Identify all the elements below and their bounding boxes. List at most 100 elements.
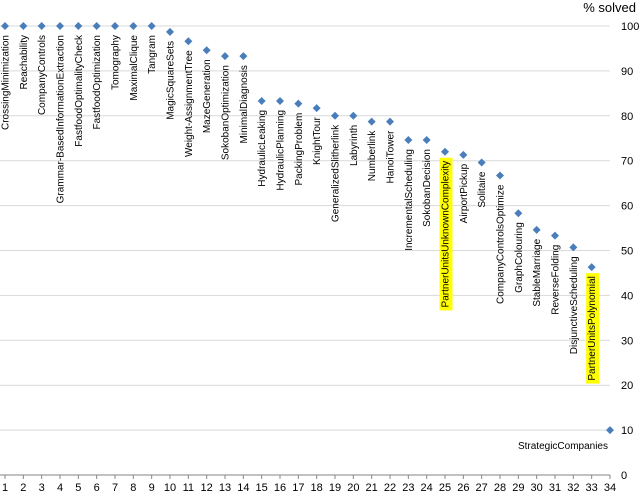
point-label: HydraulicPlanning: [276, 110, 287, 191]
data-point: [37, 22, 46, 30]
y-tick-label: 70: [621, 156, 633, 168]
data-point: [441, 147, 449, 156]
x-tick-label: 3: [39, 482, 45, 494]
data-point: [56, 22, 64, 30]
data-point: [257, 96, 266, 105]
x-tick-label: 31: [549, 482, 561, 494]
x-tick-label: 9: [149, 482, 155, 494]
point-label: MinimalDiagnosis: [239, 65, 250, 143]
label-highlight: [439, 157, 453, 311]
x-tick-label: 29: [512, 482, 524, 494]
data-point: [129, 22, 138, 30]
x-tick-label: 19: [329, 482, 341, 494]
point-label: Numberlink: [367, 130, 378, 182]
data-point: [111, 22, 119, 30]
data-point: [459, 150, 468, 159]
y-axis-ticks: 0 10 20 30 40 50 60 70 80 90 100: [621, 21, 639, 482]
point-label: PackingProblem: [294, 113, 305, 186]
x-tick-label: 21: [366, 482, 378, 494]
point-label: FastfoodOptimalityCheck: [74, 34, 85, 147]
data-point: [74, 22, 83, 30]
point-label: Weight-AssignmentTree: [184, 50, 195, 157]
point-label: Grammar-BasedInformationExtraction: [56, 35, 67, 203]
point-label: ReverseFolding: [551, 245, 562, 315]
x-tick-label: 14: [237, 482, 249, 494]
x-tick-label: 20: [347, 482, 359, 494]
y-tick-label: 50: [621, 246, 633, 258]
point-label: KnightTour: [312, 117, 323, 165]
point-label: SokobanDecision: [422, 149, 433, 227]
y-tick-label: 100: [621, 21, 639, 33]
point-label: Tangram: [147, 35, 158, 74]
x-tick-label: 18: [311, 482, 323, 494]
data-point: [386, 117, 394, 126]
x-tick-label: 28: [494, 482, 506, 494]
x-tick-label: 25: [439, 482, 451, 494]
data-point: [514, 209, 523, 218]
y-tick-label: 20: [621, 380, 633, 392]
point-label: CompanyControlsOptimize: [496, 184, 507, 304]
x-tick-label: 30: [531, 482, 543, 494]
data-point: [587, 263, 596, 272]
data-point: [422, 136, 431, 145]
y-tick-label: 60: [621, 201, 633, 213]
x-tick-label: 34: [604, 482, 616, 494]
y-tick-label: 10: [621, 425, 633, 437]
point-label: CompanyControls: [37, 35, 48, 115]
point-label: PartnerUnitsPolynomial: [587, 276, 598, 381]
x-tick-label: 11: [183, 482, 194, 494]
gridlines: [0, 25, 610, 431]
point-label: StableMarriage: [532, 238, 543, 306]
data-point: [276, 96, 284, 105]
x-tick-label: 8: [130, 482, 136, 494]
x-tick-label: 22: [384, 482, 396, 494]
x-tick-label: 32: [567, 482, 579, 494]
y-tick-label: 0: [621, 470, 627, 482]
data-point: [1, 22, 9, 30]
x-tick-label: 26: [457, 482, 469, 494]
x-tick-label: 10: [164, 482, 176, 494]
data-point: [202, 46, 211, 55]
x-tick-label: 2: [20, 482, 26, 494]
point-label: Tomography: [111, 35, 122, 90]
point-label: DisjunctiveScheduling: [569, 256, 580, 354]
x-tick-label: 27: [476, 482, 488, 494]
data-point: [92, 22, 101, 30]
data-point: [569, 243, 578, 252]
x-tick-label: 5: [75, 482, 81, 494]
data-point: [551, 231, 559, 240]
data-point: [221, 52, 229, 61]
x-tick-label: 12: [201, 482, 213, 494]
data-point: [331, 111, 339, 120]
data-point: [367, 117, 376, 126]
point-label: SokobanOptimization: [221, 65, 232, 160]
data-point: [239, 52, 248, 61]
point-label: CrossingMinimization: [1, 35, 12, 130]
data-point: [166, 27, 174, 36]
x-axis-ticks: 1 2 3 4 5 6 7 8 9 10 11 12 13 14 15 16 17 18 19 20 21 22 23 24 2…: [2, 475, 616, 494]
data-point: [496, 171, 504, 180]
data-point: [349, 111, 358, 120]
x-tick-label: 24: [421, 482, 433, 494]
point-labels: CrossingMinimization Reachability CompanyC…: [1, 34, 609, 452]
x-tick-label: 7: [112, 482, 118, 494]
point-label: MazeGeneration: [202, 59, 213, 133]
data-point: [294, 99, 303, 108]
point-label: Reachability: [19, 35, 30, 89]
x-tick-label: 23: [402, 482, 414, 494]
x-tick-label: 6: [94, 482, 100, 494]
y-axis-title: % solved: [583, 0, 636, 15]
point-label: FastfoodOptimization: [92, 35, 103, 130]
point-label: IncrementalScheduling: [404, 149, 415, 251]
point-label: GeneralizedSlitherlink: [331, 124, 342, 222]
point-label: GraphColouring: [514, 222, 525, 293]
x-tick-label: 13: [219, 482, 231, 494]
data-points: [1, 22, 614, 435]
data-point: [19, 22, 28, 30]
data-point: [606, 426, 614, 435]
y-tick-label: 30: [621, 335, 633, 347]
point-label: Labyrinth: [349, 125, 360, 166]
x-tick-label: 4: [57, 482, 63, 494]
x-tick-label: 33: [586, 482, 598, 494]
